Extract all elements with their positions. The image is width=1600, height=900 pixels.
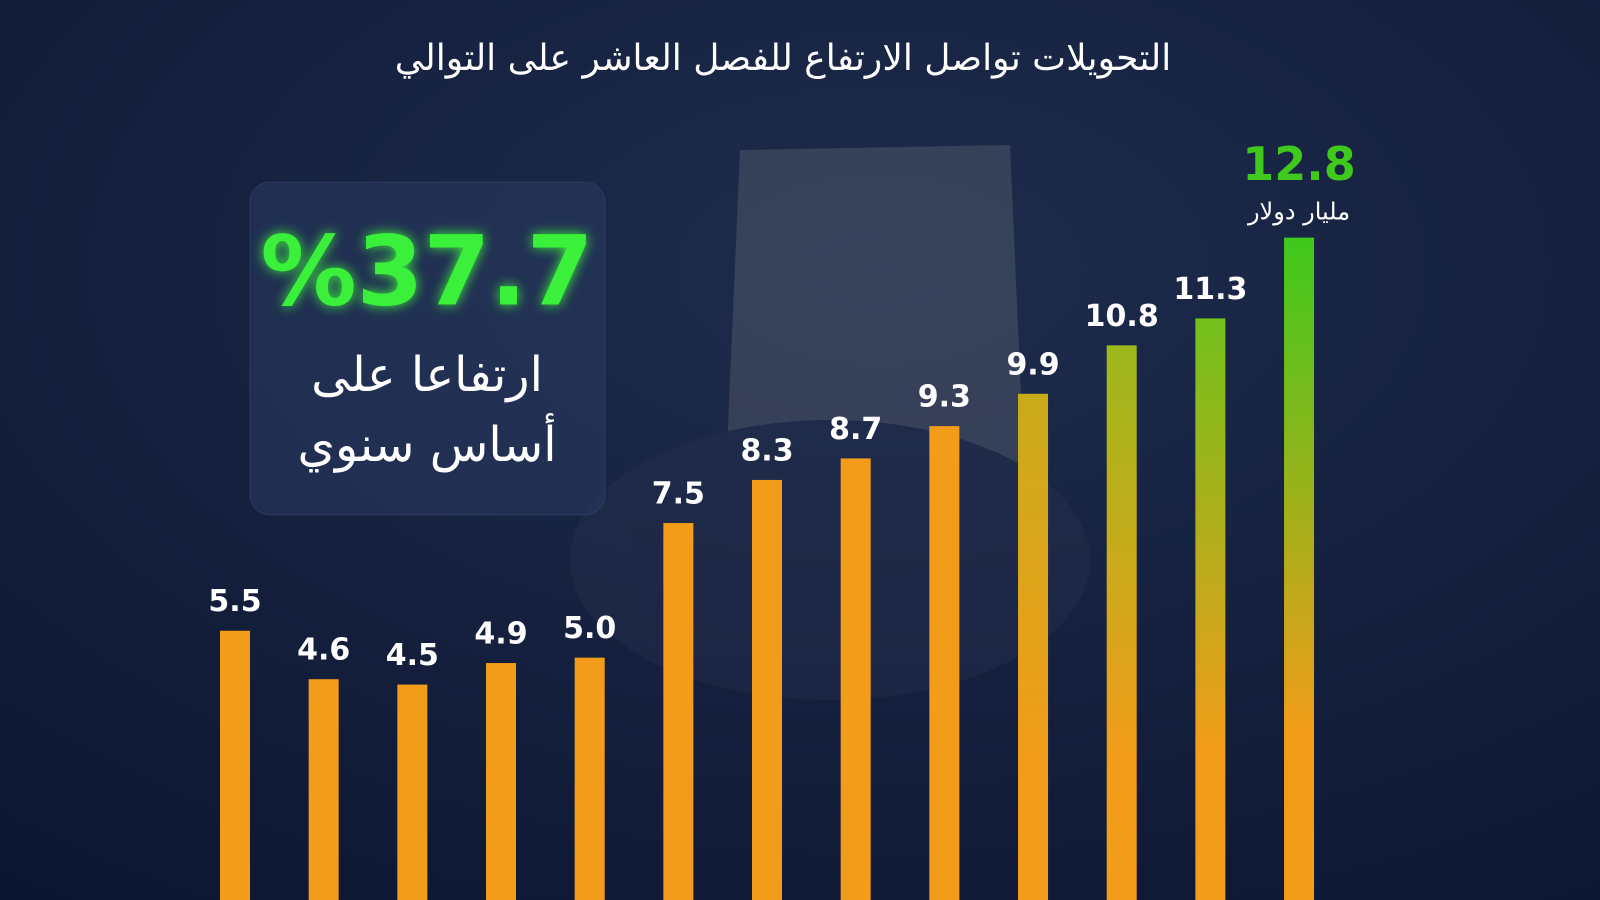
value-label: 4.5: [386, 638, 439, 673]
value-label: 8.3: [740, 433, 793, 468]
bar: [1018, 393, 1049, 900]
annotation-box: [249, 181, 606, 516]
annotation-line: أساس سنوي: [297, 413, 556, 473]
value-label: 4.6: [297, 633, 350, 668]
bar: [840, 458, 871, 900]
value-label: 9.9: [1006, 347, 1059, 382]
bar: [1284, 237, 1315, 900]
annotation-line: ارتفاعا على: [311, 347, 543, 403]
highlight-value: %37.7: [260, 215, 593, 327]
unit-label: مليار دولار: [1247, 198, 1350, 226]
bar: [220, 630, 250, 900]
bar: [574, 657, 605, 900]
bar: [308, 679, 339, 900]
value-label: 11.3: [1173, 272, 1247, 307]
value-label: 12.8: [1242, 137, 1356, 191]
value-label: 10.8: [1085, 299, 1159, 334]
bar: [929, 426, 960, 900]
bar: [486, 663, 517, 900]
value-label: 7.5: [652, 477, 705, 512]
value-label: 4.9: [474, 617, 527, 652]
value-label: 8.7: [829, 412, 882, 447]
bar: [1106, 345, 1137, 900]
bar: [1195, 318, 1226, 900]
bar: [397, 684, 428, 900]
value-label: 5.0: [563, 611, 616, 646]
chart-title: التحويلات تواصل الارتفاع للفصل العاشر عل…: [395, 38, 1172, 79]
bar: [663, 523, 694, 900]
value-label: 5.5: [208, 584, 261, 619]
bar: [752, 479, 783, 900]
value-label: 9.3: [918, 380, 971, 415]
